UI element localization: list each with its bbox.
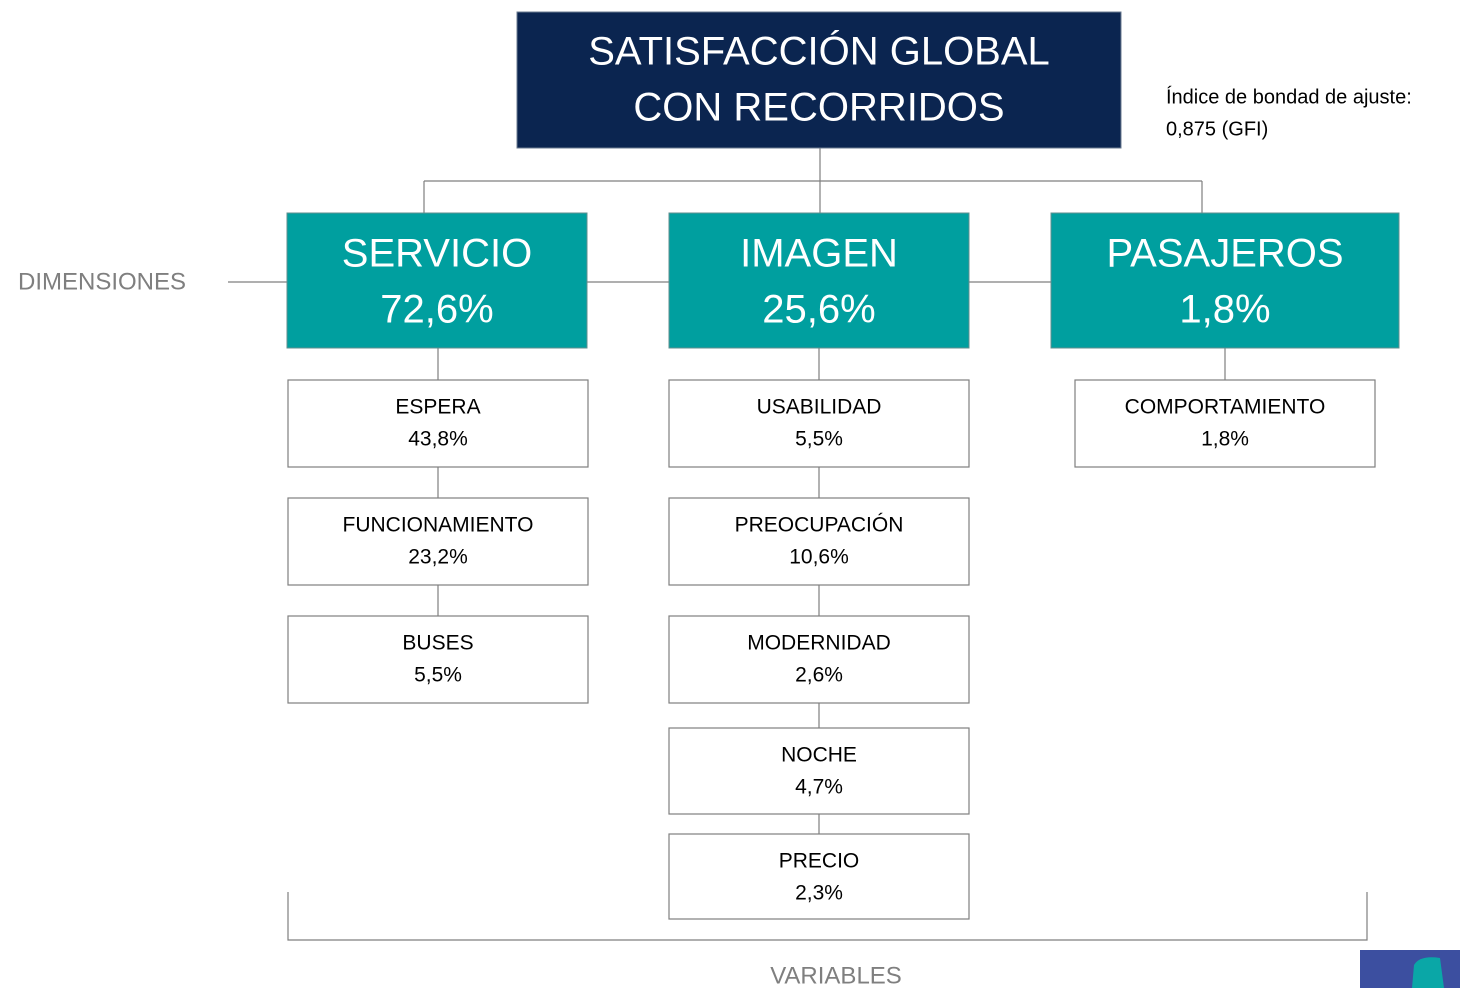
dimensions-label: DIMENSIONES xyxy=(18,268,186,295)
variables-bracket xyxy=(287,892,1368,941)
variable-name: MODERNIDAD xyxy=(747,632,891,655)
variable-box xyxy=(668,833,970,920)
logo-shape xyxy=(1412,957,1444,988)
variable-box xyxy=(668,615,970,704)
variable-name: NOCHE xyxy=(781,744,857,767)
variable-box xyxy=(668,497,970,586)
variable-box xyxy=(668,727,970,815)
variable-name: ESPERA xyxy=(395,396,480,419)
variable-value: 43,8% xyxy=(408,428,468,451)
variable-name: PREOCUPACIÓN xyxy=(735,514,904,537)
variable-name: PRECIO xyxy=(779,850,860,873)
variable-value: 2,3% xyxy=(795,882,843,905)
logo xyxy=(1360,950,1460,988)
dimension-name: SERVICIO xyxy=(342,232,532,276)
variable-value: 5,5% xyxy=(414,664,462,687)
variable-value: 10,6% xyxy=(789,546,849,569)
variables-label: VARIABLES xyxy=(770,962,902,988)
dimension-box xyxy=(1050,212,1400,349)
variable-box xyxy=(668,379,970,468)
variable-box xyxy=(287,379,589,468)
variable-value: 1,8% xyxy=(1201,428,1249,451)
dimension-name: PASAJEROS xyxy=(1106,232,1343,276)
variable-value: 4,7% xyxy=(795,776,843,799)
dimension-value: 72,6% xyxy=(380,288,493,332)
variable-value: 5,5% xyxy=(795,428,843,451)
title-line: SATISFACCIÓN GLOBAL xyxy=(588,29,1050,74)
variable-name: BUSES xyxy=(402,632,473,655)
variable-box xyxy=(287,615,589,704)
variable-name: FUNCIONAMIENTO xyxy=(343,514,534,537)
logo-shape xyxy=(1360,950,1460,988)
dimension-box xyxy=(668,212,970,349)
title-line: CON RECORRIDOS xyxy=(633,86,1004,130)
note-line: 0,875 (GFI) xyxy=(1166,118,1268,140)
variable-name: USABILIDAD xyxy=(757,396,882,419)
title-box xyxy=(516,11,1122,149)
variable-value: 23,2% xyxy=(408,546,468,569)
variable-box xyxy=(1074,379,1376,468)
dimension-value: 1,8% xyxy=(1179,288,1270,332)
dimension-value: 25,6% xyxy=(762,288,875,332)
variable-name: COMPORTAMIENTO xyxy=(1125,396,1326,419)
dimension-box xyxy=(286,212,588,349)
variable-box xyxy=(287,497,589,586)
variable-value: 2,6% xyxy=(795,664,843,687)
dimension-name: IMAGEN xyxy=(740,232,898,276)
note-line: Índice de bondad de ajuste: xyxy=(1166,85,1412,108)
